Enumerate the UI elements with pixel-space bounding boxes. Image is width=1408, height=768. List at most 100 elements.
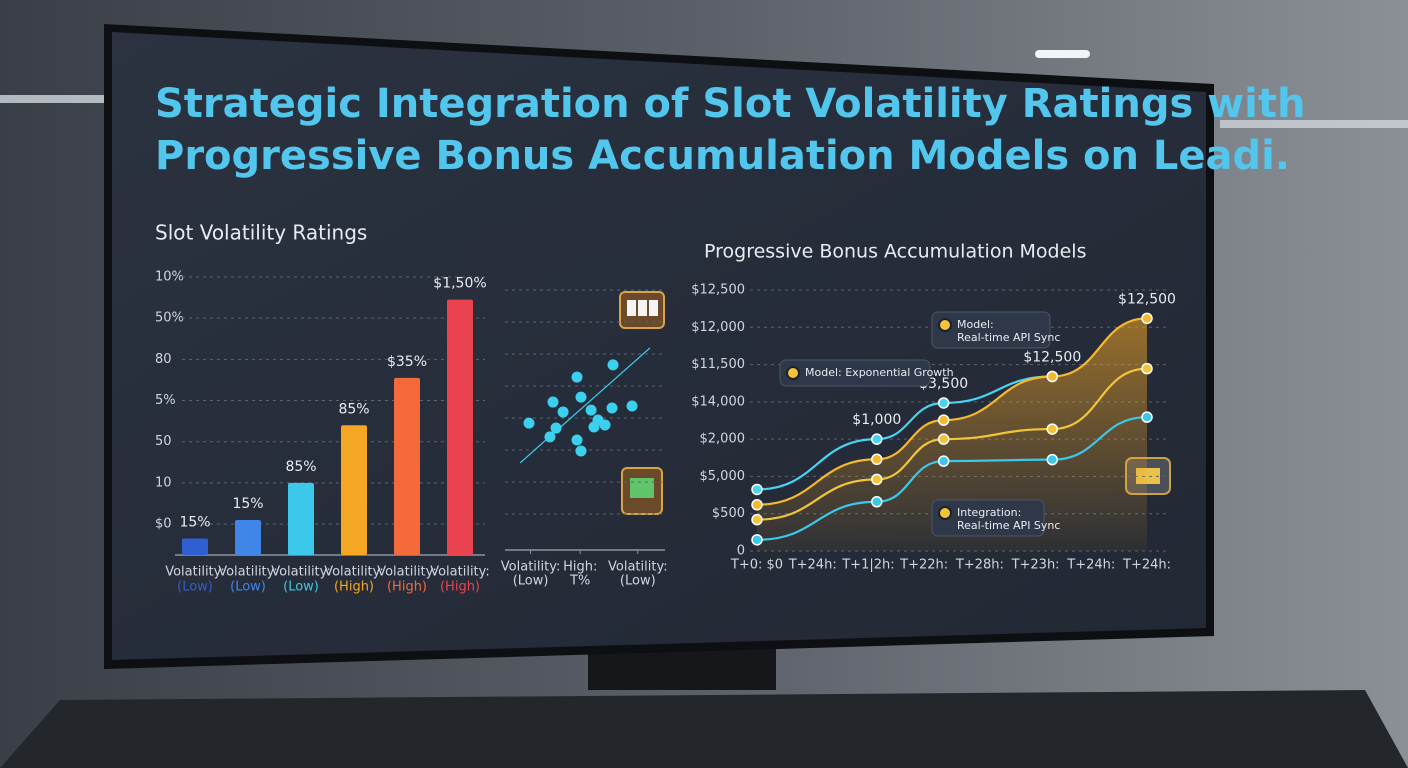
scatter-point (575, 391, 587, 403)
bar-annotation: $35% (387, 354, 427, 370)
bar (182, 538, 208, 555)
point-annotation: $1,000 (852, 412, 901, 428)
x-tick-label: Volatility: (377, 565, 437, 580)
y-tick-label: $500 (712, 506, 745, 521)
bar (235, 519, 261, 555)
x-tick-label: (Low) (283, 580, 319, 595)
x-tick-label: T+24h: (1066, 558, 1115, 573)
x-tick-label: T% (569, 574, 590, 589)
series-point (871, 433, 883, 445)
y-tick-label: $2,000 (700, 432, 746, 447)
y-tick-label: 80 (155, 352, 172, 367)
scatter-point (588, 421, 600, 433)
callout-text: Model: Exponential Growth (805, 366, 954, 379)
x-tick-label: T+22h: (899, 558, 948, 573)
x-tick-label: Volatility: (430, 565, 490, 580)
point-annotation: $3,500 (919, 376, 968, 392)
series-area (757, 318, 1147, 551)
x-tick-label: (Low) (620, 574, 656, 589)
scatter-point (607, 359, 619, 371)
bar (288, 482, 314, 555)
x-tick-label: T+24h: (1122, 558, 1171, 573)
x-tick-label: (Low) (230, 580, 266, 595)
callout-text: Real-time API Sync (957, 519, 1060, 532)
x-tick-label: T+24h: (788, 558, 837, 573)
series-point (751, 499, 763, 511)
chart-title: Progressive Bonus Accumulation Models (704, 241, 1086, 263)
y-tick-label: $11,500 (691, 357, 745, 372)
scatter-point (544, 431, 556, 443)
x-tick-label: T+0: $0 (730, 558, 783, 573)
callout-text: Real-time API Sync (957, 331, 1060, 344)
dashboard-title: Progressive Bonus Accumulation Models on… (155, 133, 1290, 179)
scatter-point (557, 406, 569, 418)
scatter-point (606, 402, 618, 414)
x-tick-label: Volatility: (165, 565, 225, 580)
y-tick-label: $12,000 (691, 320, 745, 335)
x-tick-label: T+28h: (955, 558, 1004, 573)
scatter-point (575, 445, 587, 457)
x-tick-label: High: (563, 560, 597, 575)
callout-text: Integration: (957, 506, 1021, 519)
y-tick-label: $0 (155, 517, 172, 532)
series-point (1046, 453, 1059, 466)
y-tick-label: 5% (155, 393, 176, 408)
slot-icon (619, 291, 665, 329)
series-point (871, 473, 883, 486)
y-tick-label: $5,000 (700, 469, 746, 484)
scatter-point (523, 417, 535, 429)
y-tick-label: $14,000 (691, 394, 745, 409)
x-tick-label: Volatility: (608, 560, 668, 575)
bar-annotation: 85% (285, 459, 316, 475)
callout-box (779, 359, 931, 387)
series-point (1141, 411, 1153, 423)
slot-icon (621, 467, 663, 515)
series-point (1046, 370, 1059, 383)
scatter-point (585, 404, 597, 416)
scatter-point (547, 396, 559, 408)
trend-line (519, 347, 651, 464)
x-tick-label: Volatility: (501, 560, 561, 575)
chart-title: Slot Volatility Ratings (155, 221, 367, 245)
x-tick-label: (Low) (177, 580, 213, 595)
series-point (871, 496, 883, 508)
bar-annotation: 15% (232, 496, 263, 512)
series-line (756, 375, 1053, 491)
point-annotation: $12,500 (1023, 350, 1081, 366)
point-annotation: $12,500 (1118, 291, 1176, 307)
scatter-point (599, 419, 611, 431)
y-tick-label: $12,500 (691, 283, 745, 298)
bar (394, 377, 420, 555)
callout-text: Model: (957, 318, 994, 331)
bar-annotation: 85% (338, 401, 369, 417)
series-point (751, 483, 763, 496)
series-point (937, 455, 950, 467)
bar (447, 299, 473, 555)
x-tick-label: (High) (334, 580, 374, 595)
x-tick-label: Volatility: (324, 565, 384, 580)
callout-icon (938, 506, 952, 520)
plots: $010505%8050%10%15%Volatility:(Low)15%Vo… (155, 270, 1176, 595)
callout-icon (938, 318, 952, 332)
desk (0, 690, 1408, 768)
y-tick-label: 50% (155, 311, 184, 326)
scatter-point (571, 434, 583, 446)
x-tick-label: (High) (387, 580, 427, 595)
ceiling-light (0, 95, 110, 103)
bar-annotation: $1,50% (433, 276, 486, 292)
x-tick-label: T+23h: (1011, 558, 1060, 573)
x-tick-label: (Low) (513, 574, 549, 589)
callout-box (931, 311, 1051, 349)
y-tick-label: 50 (155, 434, 172, 449)
series-point (1141, 362, 1153, 375)
x-tick-label: (High) (440, 580, 480, 595)
series-point (871, 453, 883, 466)
y-tick-label: 10% (155, 270, 184, 285)
bar-annotation: 15% (179, 515, 210, 531)
series-point (937, 433, 950, 445)
dashboard-title: Strategic Integration of Slot Volatility… (155, 81, 1305, 127)
ceiling-light (1220, 120, 1408, 128)
y-tick-label: 10 (155, 475, 172, 490)
